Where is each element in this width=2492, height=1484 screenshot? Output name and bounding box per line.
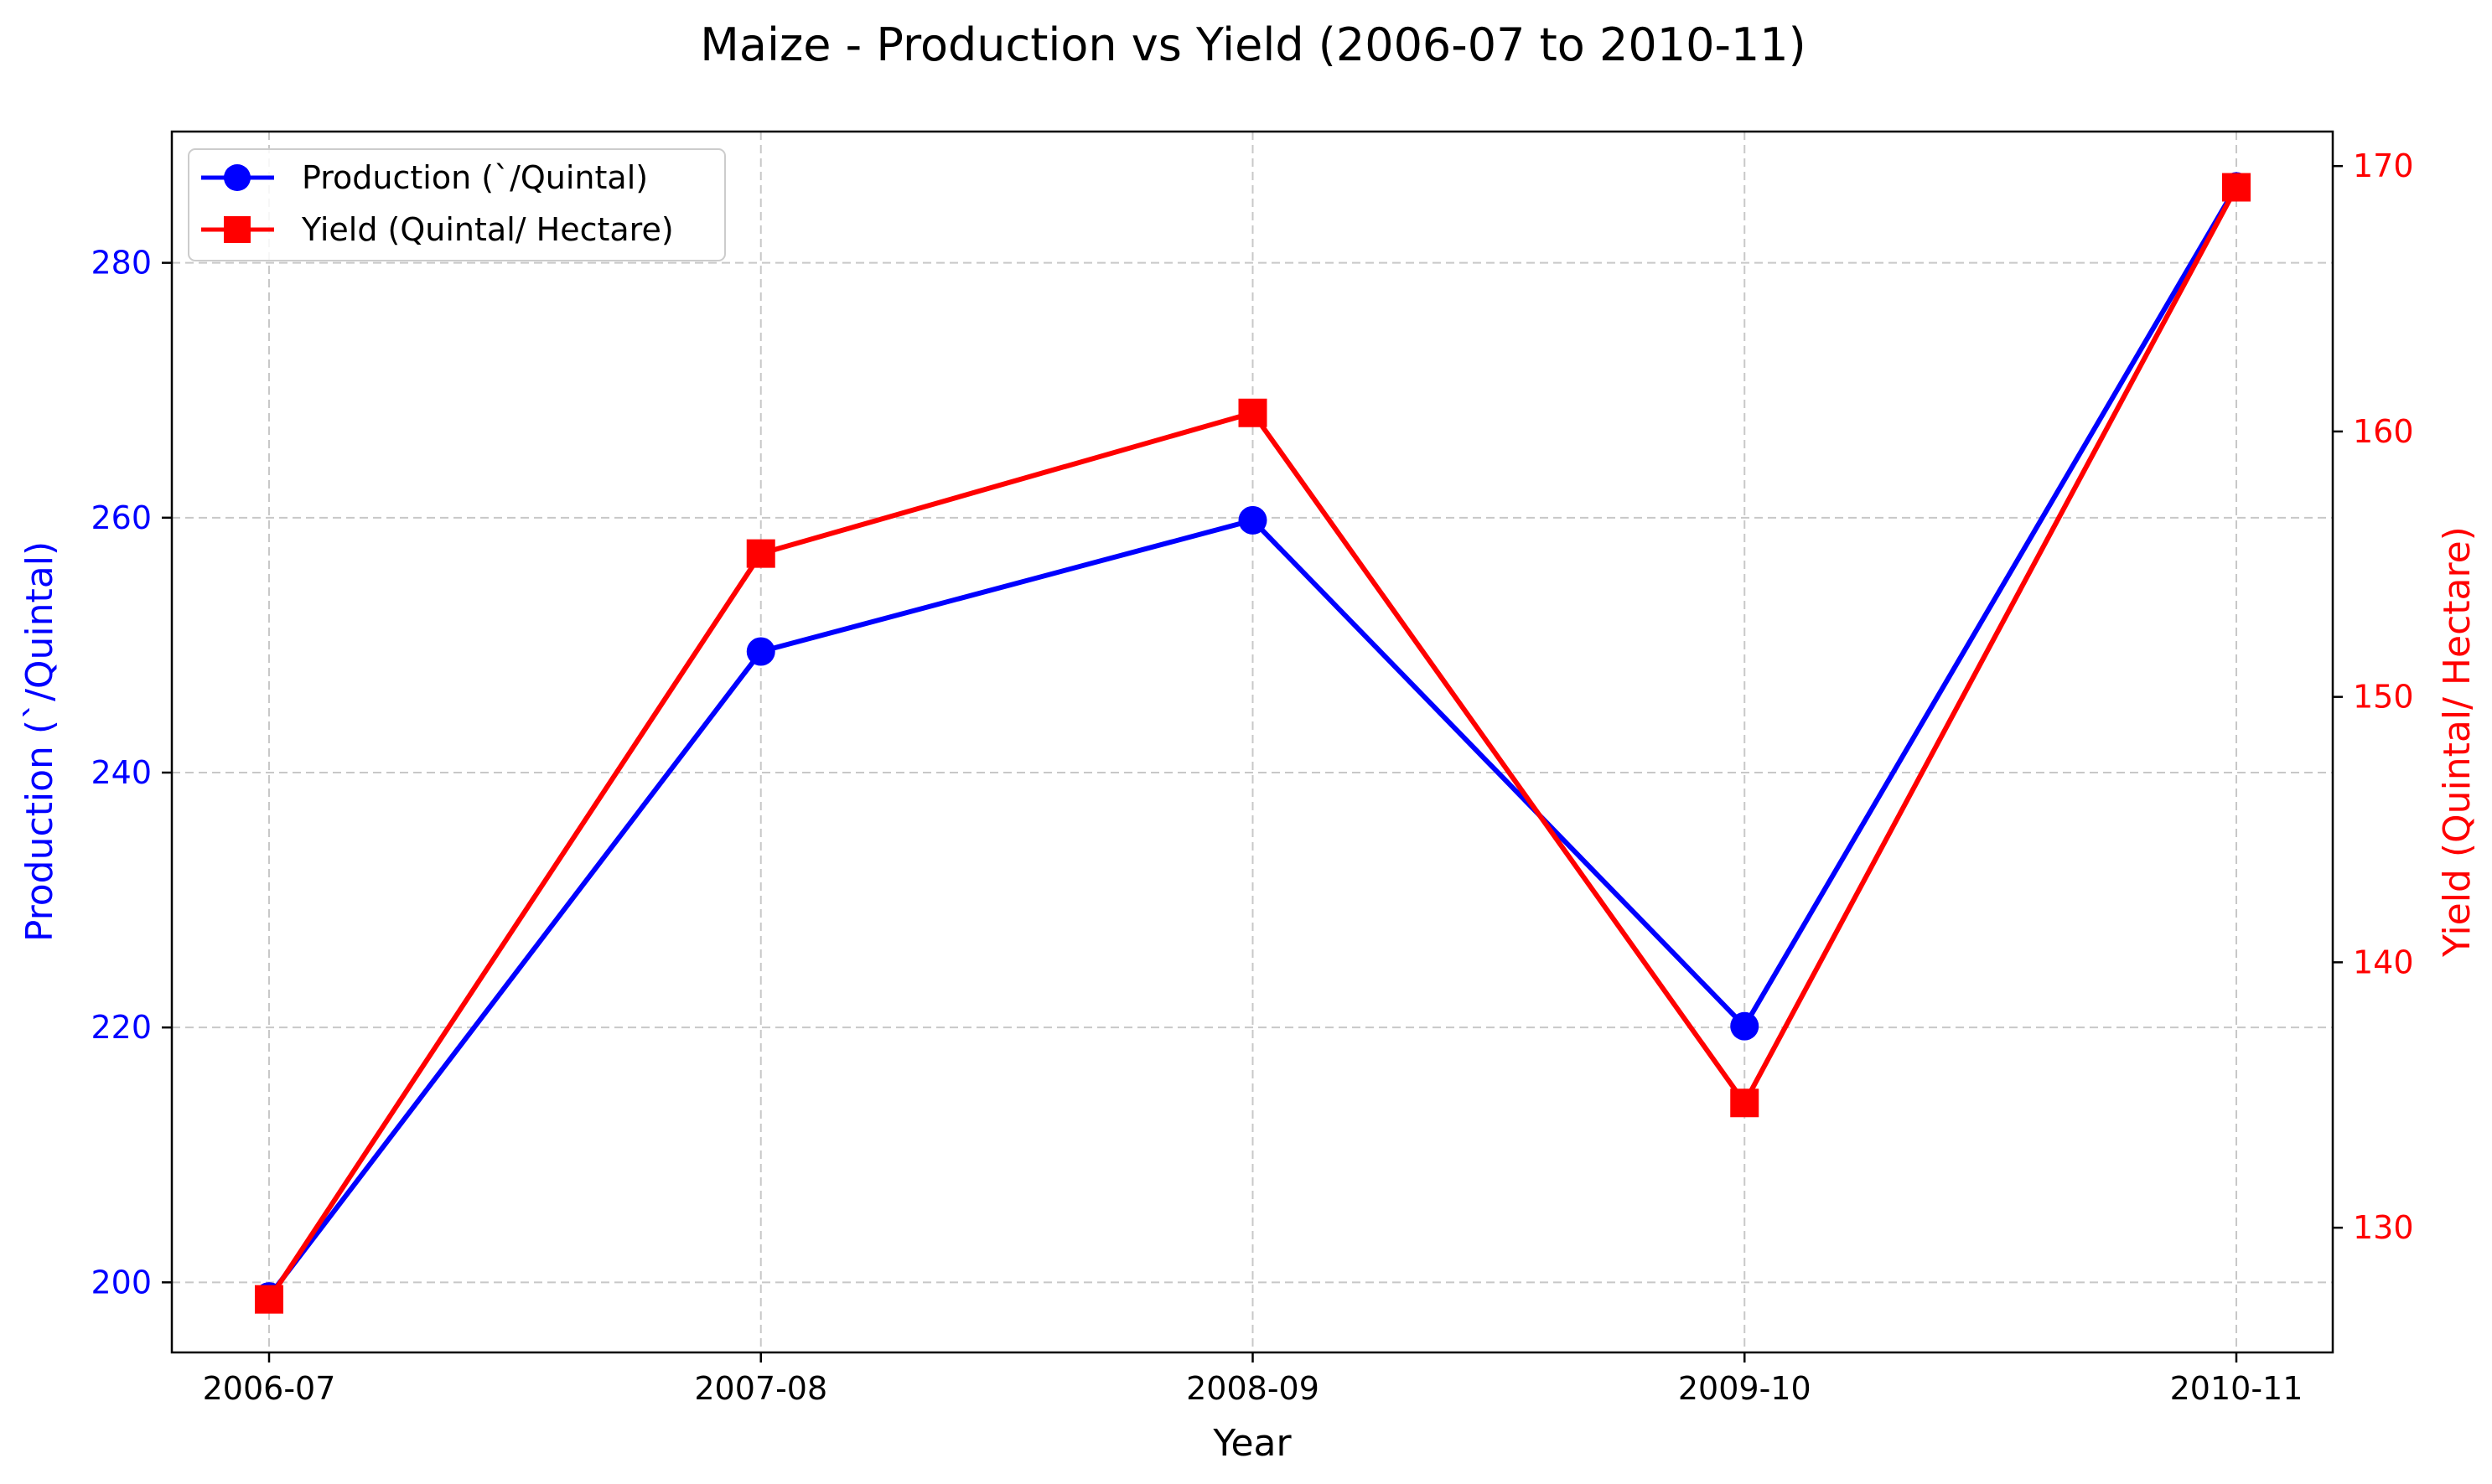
legend-yield-label: Yield (Quintal/ Hectare) xyxy=(301,211,674,248)
right-y-tick-label: 160 xyxy=(2353,413,2414,450)
chart-title: Maize - Production vs Yield (2006-07 to … xyxy=(700,18,1806,71)
legend: Production (`/Quintal) Yield (Quintal/ H… xyxy=(188,148,726,261)
left-y-tick-label: 200 xyxy=(91,1264,152,1300)
right-axis-label: Yield (Quintal/ Hectare) xyxy=(2436,526,2479,958)
legend-production-label: Production (`/Quintal) xyxy=(302,159,648,196)
legend-box xyxy=(188,148,726,261)
x-tick-label: 2006-07 xyxy=(203,1370,336,1407)
production-data-point xyxy=(1238,505,1267,535)
right-y-tick-label: 150 xyxy=(2353,679,2414,716)
right-y-tick-label: 170 xyxy=(2353,147,2414,184)
left-y-tick-label: 280 xyxy=(91,245,152,282)
x-tick-label: 2010-11 xyxy=(2170,1370,2303,1407)
left-axis-label: Production (`/Quintal) xyxy=(18,541,61,942)
right-y-tick-label: 140 xyxy=(2353,944,2414,980)
left-y-tick-label: 240 xyxy=(91,754,152,791)
x-tick-label: 2009-10 xyxy=(1678,1370,1811,1407)
yield-data-point xyxy=(255,1285,283,1314)
x-tick-label: 2008-09 xyxy=(1186,1370,1319,1407)
left-y-tick-label: 260 xyxy=(91,499,152,536)
yield-data-point xyxy=(746,539,775,568)
x-tick-label: 2007-08 xyxy=(694,1370,827,1407)
yield-data-point xyxy=(1730,1088,1759,1118)
production-data-point xyxy=(746,637,775,666)
yield-data-point xyxy=(1238,398,1267,427)
x-axis-label: Year xyxy=(1212,1422,1292,1465)
axes: 2006-07 2007-08 2008-09 2009-10 2010-11 200 22… xyxy=(91,147,2413,1407)
production-data-point xyxy=(1730,1011,1759,1041)
left-y-tick-label: 220 xyxy=(91,1009,152,1046)
series-layer xyxy=(255,172,2251,1314)
legend-yield-marker xyxy=(224,216,251,243)
legend-production-marker xyxy=(224,164,251,191)
right-y-tick-label: 130 xyxy=(2353,1209,2414,1246)
yield-data-point xyxy=(2222,173,2251,202)
